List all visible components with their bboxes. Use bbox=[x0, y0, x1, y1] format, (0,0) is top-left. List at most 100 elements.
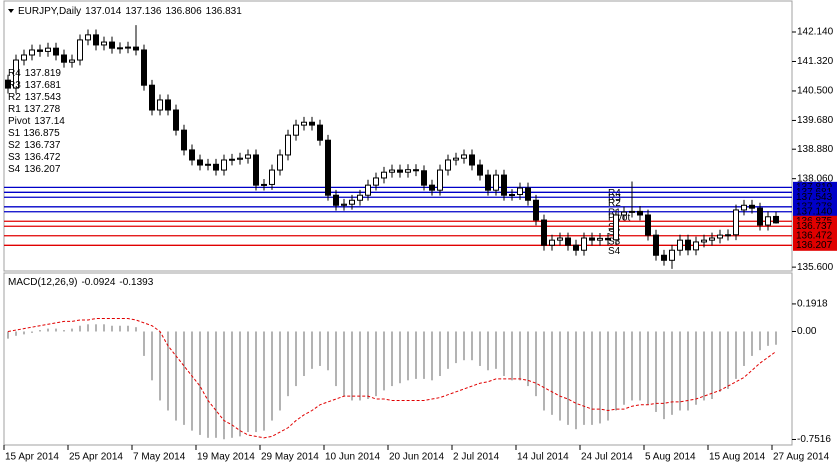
candle-body bbox=[461, 154, 467, 159]
candle-body bbox=[373, 177, 379, 186]
pivot-chart-name: R1 bbox=[608, 207, 621, 218]
candle-body bbox=[45, 47, 51, 52]
x-tick-label: 19 May 2014 bbox=[197, 452, 255, 463]
x-tick-label: 15 Aug 2014 bbox=[709, 452, 766, 463]
info-close: 136.831 bbox=[206, 6, 243, 17]
signal-info: -0.1393 bbox=[119, 277, 153, 288]
candle-body bbox=[341, 203, 347, 206]
candle-body bbox=[125, 46, 131, 49]
candle-body bbox=[317, 124, 323, 141]
candle-body bbox=[21, 54, 27, 61]
y-tick-label: 138.880 bbox=[797, 144, 834, 155]
info-open: 137.014 bbox=[85, 6, 122, 17]
menu-arrow[interactable] bbox=[8, 9, 14, 13]
signal-line bbox=[7, 318, 777, 439]
pivot-chart-name: S3 bbox=[608, 236, 621, 247]
candle-body bbox=[421, 170, 427, 186]
macd-header: MACD(12,26,9) -0.0924 -0.1393 bbox=[8, 277, 154, 288]
candle-body bbox=[157, 99, 163, 111]
y-tick-label: 138.060 bbox=[797, 173, 834, 184]
pivot-price-label: 137.543 bbox=[796, 192, 833, 203]
candle-body bbox=[85, 34, 91, 41]
candle-body bbox=[149, 84, 155, 111]
pivot-legend: R3 137.681 bbox=[8, 80, 61, 91]
y-tick-label: -0.7516 bbox=[797, 434, 831, 445]
pivot-price-label: 137.140 bbox=[796, 206, 833, 217]
x-tick-label: 14 Jul 2014 bbox=[517, 452, 569, 463]
candle-body bbox=[77, 39, 83, 61]
candle-body bbox=[573, 244, 579, 251]
candle-body bbox=[725, 234, 731, 237]
candle-body bbox=[621, 211, 627, 216]
pivot-legend: S3 136.472 bbox=[8, 152, 61, 163]
candle-body bbox=[269, 169, 275, 185]
pivot-chart-name: Pivot bbox=[608, 212, 630, 223]
candle-body bbox=[493, 174, 499, 191]
candle-body bbox=[581, 237, 587, 251]
candle-body bbox=[381, 171, 387, 179]
pivot-price-label: 136.207 bbox=[796, 240, 833, 251]
candle-body bbox=[61, 54, 67, 63]
info-low: 136.806 bbox=[165, 6, 202, 17]
candle-body bbox=[701, 239, 707, 243]
y-tick-label: 135.600 bbox=[797, 262, 834, 273]
candle-body bbox=[181, 129, 187, 151]
pivot-price-box bbox=[793, 220, 837, 232]
candle-body bbox=[485, 174, 491, 191]
candle-body bbox=[677, 239, 683, 251]
pivot-name: R2 bbox=[8, 92, 21, 103]
price-pane bbox=[3, 0, 793, 272]
candle-body bbox=[165, 99, 171, 111]
pivot-value: 136.472 bbox=[24, 152, 61, 163]
candle-body bbox=[253, 154, 259, 186]
candle-body bbox=[357, 194, 363, 201]
candle-body bbox=[645, 214, 651, 236]
y-tick-label: 140.500 bbox=[797, 86, 834, 97]
pivot-legend: S2 136.737 bbox=[8, 140, 61, 151]
pivot-legend: R1 137.278 bbox=[8, 104, 61, 115]
candle-body bbox=[173, 109, 179, 131]
macd-pane bbox=[3, 272, 793, 446]
candle-body bbox=[605, 237, 611, 241]
candle-body bbox=[749, 204, 755, 209]
pivot-value: 136.207 bbox=[24, 164, 61, 175]
pivot-value: 137.14 bbox=[34, 116, 65, 127]
pivot-legend: S1 136.875 bbox=[8, 128, 60, 139]
candle-body bbox=[277, 154, 283, 171]
x-tick-label: 29 May 2014 bbox=[261, 452, 319, 463]
pivot-value: 136.737 bbox=[24, 140, 61, 151]
candle-body bbox=[589, 237, 595, 241]
candle-body bbox=[117, 47, 123, 50]
candle-body bbox=[245, 154, 251, 159]
candle-body bbox=[501, 174, 507, 196]
x-tick-label: 15 Apr 2014 bbox=[5, 452, 59, 463]
pivot-chart-name: R4 bbox=[608, 188, 621, 199]
candle-body bbox=[541, 219, 547, 246]
x-tick-label: 2 Jul 2014 bbox=[453, 452, 500, 463]
candle-body bbox=[133, 46, 139, 51]
x-tick-label: 10 Jun 2014 bbox=[325, 452, 380, 463]
pivot-name: S2 bbox=[8, 140, 21, 151]
pivot-chart-name: S4 bbox=[608, 246, 621, 257]
symbol: EURJPY,Daily bbox=[18, 6, 81, 17]
macd-info: -0.0924 bbox=[81, 277, 115, 288]
y-tick-label: 0.1918 bbox=[797, 299, 828, 310]
y-tick-label: 141.320 bbox=[797, 56, 834, 67]
candle-body bbox=[13, 59, 19, 89]
candle-body bbox=[629, 210, 635, 213]
pivot-price-box bbox=[793, 230, 837, 242]
candle-body bbox=[261, 183, 267, 186]
candle-body bbox=[669, 249, 675, 261]
x-tick-label: 27 Aug 2014 bbox=[773, 452, 830, 463]
axes: 142.140 141.320 140.500 139.680 138.880 138.0… bbox=[3, 27, 837, 463]
candle-body bbox=[405, 169, 411, 173]
pivot-legend: R2 137.543 bbox=[8, 92, 61, 103]
candle-body bbox=[37, 49, 43, 52]
candle-body bbox=[525, 187, 531, 201]
candle-body bbox=[349, 199, 355, 205]
candle-body bbox=[397, 169, 403, 173]
candle-body bbox=[661, 254, 667, 261]
pivot-name: S3 bbox=[8, 152, 21, 163]
